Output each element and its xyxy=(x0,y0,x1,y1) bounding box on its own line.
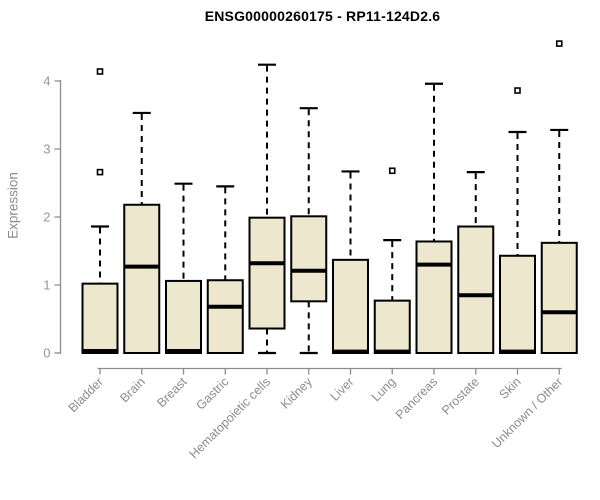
x-tick-label: Pancreas xyxy=(393,375,440,422)
box-bladder xyxy=(81,282,119,355)
box-hematopoietic-cells xyxy=(248,216,286,330)
box-brain xyxy=(123,203,161,354)
box-unknown-other xyxy=(540,241,578,354)
y-tick-label: 1 xyxy=(43,278,50,293)
x-tick-label: Bladder xyxy=(66,375,106,415)
x-tick-label: Breast xyxy=(154,374,190,410)
x-tick-label: Kidney xyxy=(278,374,315,411)
outlier-point xyxy=(96,68,104,75)
x-tick-label: Prostate xyxy=(439,375,482,418)
box-liver xyxy=(332,258,369,354)
x-tick-label: Brain xyxy=(117,375,148,406)
x-tick-label: Liver xyxy=(328,375,357,404)
outlier-point xyxy=(96,168,104,176)
x-tick-label: Lung xyxy=(369,375,399,405)
y-tick-label: 4 xyxy=(43,74,50,89)
outlier-point xyxy=(388,167,396,175)
chart-title: ENSG00000260175 - RP11-124D2.6 xyxy=(204,8,441,24)
box-skin xyxy=(499,254,536,354)
box-pancreas xyxy=(415,240,453,354)
x-tick-label: Gastric xyxy=(193,375,231,413)
box-lung xyxy=(373,299,411,355)
y-tick-label: 2 xyxy=(43,210,50,225)
x-tick-label: Unknown / Other xyxy=(489,375,565,451)
box-gastric xyxy=(206,279,244,354)
outlier-point xyxy=(514,87,521,94)
box-prostate xyxy=(457,225,495,355)
y-tick-label: 0 xyxy=(43,346,50,361)
y-tick-label: 3 xyxy=(43,142,50,157)
outlier-point xyxy=(555,40,563,47)
x-tick-label: Skin xyxy=(497,375,524,402)
box-breast xyxy=(165,279,202,355)
box-kidney xyxy=(290,215,328,303)
x-tick-label: Hematopoietic cells xyxy=(187,375,274,462)
